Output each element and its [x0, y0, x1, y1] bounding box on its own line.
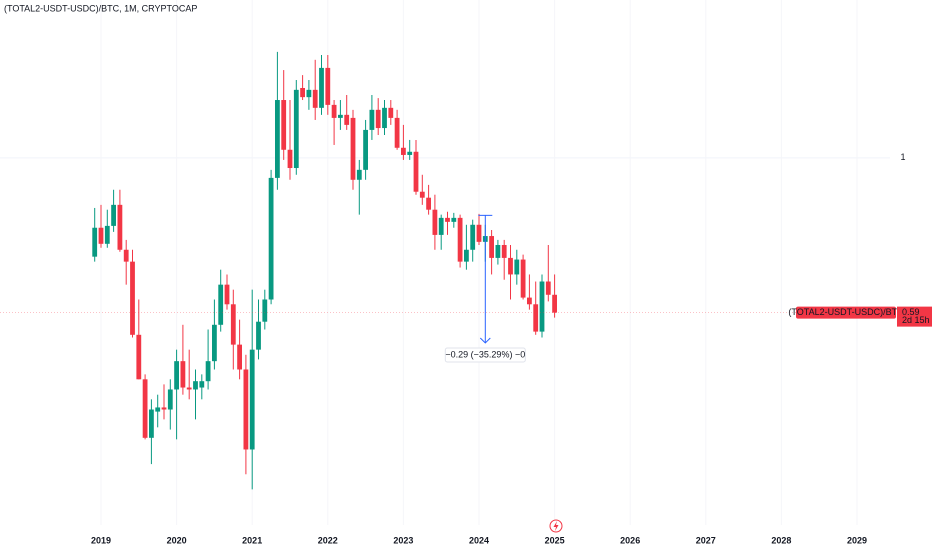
x-tick-label: 2029 [847, 535, 867, 545]
candle-body [275, 100, 280, 178]
candle-body [287, 149, 293, 169]
candle-body [237, 344, 242, 370]
candle-body [426, 197, 431, 210]
candle-body [356, 169, 362, 180]
candle-body [130, 261, 135, 335]
candle-body [445, 217, 450, 222]
candle-body [293, 89, 299, 169]
candle-body [104, 225, 110, 244]
candle-body [98, 227, 104, 244]
candle-body [281, 100, 287, 150]
candle-body [325, 67, 331, 105]
x-tick-label: 2023 [393, 535, 413, 545]
countdown: 2d 15h [902, 315, 930, 325]
candle-body [382, 107, 387, 129]
candle-body [457, 217, 463, 262]
candle-body [388, 107, 394, 118]
candle-body [514, 259, 520, 275]
x-tick-label: 2024 [469, 535, 489, 545]
x-tick-label: 2026 [620, 535, 640, 545]
candle-body [174, 361, 179, 390]
candle-body [508, 257, 513, 275]
candle-body [552, 294, 557, 313]
candle-body [249, 349, 255, 450]
candle-body [350, 117, 356, 180]
candle-body [413, 151, 419, 192]
candle-body [243, 369, 249, 450]
candle-body [256, 321, 261, 350]
candle-body [451, 217, 457, 222]
candle-body [205, 361, 211, 382]
x-tick-label: 2025 [545, 535, 565, 545]
candle-body [199, 381, 205, 388]
candle-body [545, 281, 551, 295]
candle-body [312, 89, 318, 108]
candle-body [149, 409, 154, 438]
price-tag: 0.59 [902, 307, 920, 317]
candle-body [123, 249, 129, 262]
candle-body [193, 381, 198, 390]
candle-body [533, 304, 539, 332]
candle-body [155, 407, 161, 412]
candle-body [464, 249, 469, 262]
candle-body [218, 284, 224, 325]
candle-body [268, 177, 274, 300]
candle-body [394, 117, 400, 148]
candle-body [167, 389, 173, 410]
x-tick-label: 2021 [242, 535, 262, 545]
candle-body [230, 304, 236, 345]
candle-body [527, 297, 532, 305]
candle-body [438, 217, 444, 235]
candles [92, 51, 557, 490]
candle-body [520, 259, 526, 298]
candle-body [407, 151, 413, 155]
x-tick-label: 2028 [771, 535, 791, 545]
candle-body [495, 244, 501, 258]
candle-body [161, 407, 167, 410]
candle-body [319, 67, 324, 108]
candle-body [401, 147, 406, 155]
measure-label-box [444, 347, 526, 363]
x-tick-label: 2019 [91, 535, 111, 545]
chart-title: (TOTAL2-USDT-USDC)/BTC, 1M, CRYPTOCAP [4, 3, 197, 13]
measure-arrow [479, 337, 491, 344]
x-tick-label: 2022 [318, 535, 338, 545]
candle-body [180, 361, 186, 388]
candle-body [501, 244, 507, 258]
price-tag-box [897, 306, 932, 327]
candle-body [111, 204, 116, 226]
candle-body [432, 209, 438, 235]
candle-body [306, 89, 312, 98]
candle-body [363, 129, 368, 170]
candle-body [331, 104, 337, 118]
candle-body [419, 191, 425, 198]
measure-label: −0.29 (−35.29%) −0 [445, 349, 525, 359]
candle-body [344, 114, 350, 125]
event-icon-bolt [553, 521, 559, 531]
candle-body [142, 379, 148, 438]
candle-body [489, 236, 494, 258]
candle-body [212, 324, 217, 362]
symbol-tag: (TOTAL2-USDT-USDC)/BTC [788, 307, 904, 317]
candle-body [369, 109, 375, 130]
candle-body [338, 114, 343, 118]
candle-body [476, 224, 482, 242]
symbol-tag-box [796, 306, 896, 319]
candle-body [300, 87, 305, 98]
candle-body [186, 387, 192, 390]
candle-body [470, 224, 476, 250]
x-tick-label: 2020 [167, 535, 187, 545]
candle-body [375, 109, 381, 129]
x-tick-label: 2027 [696, 535, 716, 545]
candle-body [262, 299, 268, 322]
candle-body [117, 204, 123, 250]
candle-body [92, 227, 98, 257]
y-tick-label: 1 [900, 152, 905, 162]
candle-body [136, 334, 142, 380]
candle-body [224, 284, 230, 305]
candle-body [539, 281, 545, 332]
